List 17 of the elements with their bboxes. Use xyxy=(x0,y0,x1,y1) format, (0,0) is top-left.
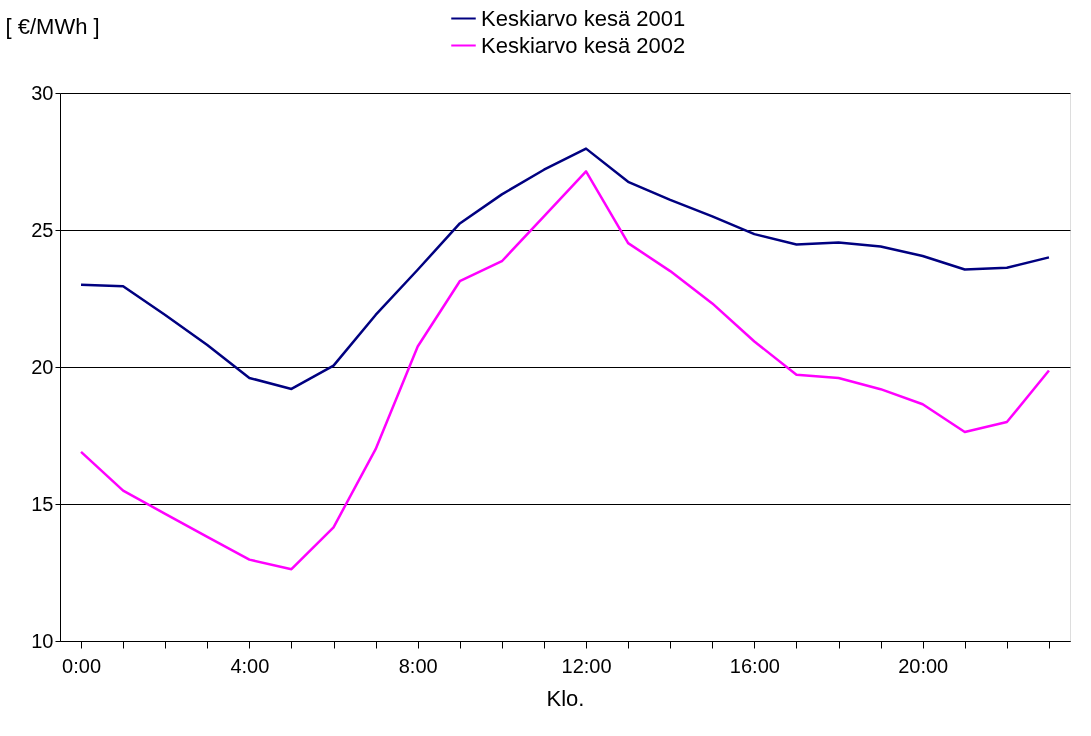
y-tick-label: 20 xyxy=(31,355,54,378)
x-tick-label: 12:00 xyxy=(561,654,612,677)
x-tick-label: 0:00 xyxy=(62,654,102,677)
y-tick-label: 30 xyxy=(31,81,54,104)
x-tick-label: 4:00 xyxy=(230,654,270,677)
line-series xyxy=(79,147,1051,391)
y-axis-title: [ €/MWh ] xyxy=(5,13,100,39)
x-tick-label: 16:00 xyxy=(729,654,780,677)
x-tick-label: 8:00 xyxy=(398,654,438,677)
x-tick-label: 20:00 xyxy=(898,654,949,677)
y-tick-label: 25 xyxy=(31,218,54,241)
line-series xyxy=(79,170,1051,571)
legend-label: Keskiarvo kesä 2002 xyxy=(481,32,686,58)
legend-label: Keskiarvo kesä 2001 xyxy=(481,5,686,31)
y-tick-label: 15 xyxy=(31,492,54,515)
x-axis-title: Klo. xyxy=(546,685,585,711)
y-tick-label: 10 xyxy=(31,629,54,652)
